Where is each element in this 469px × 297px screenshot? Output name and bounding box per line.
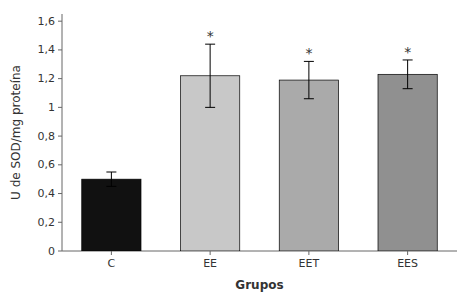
x-tick xyxy=(308,251,309,255)
y-tick xyxy=(58,222,62,223)
y-tick-label: 0,4 xyxy=(38,187,56,200)
y-tick xyxy=(58,193,62,194)
y-tick-label: 1,6 xyxy=(38,15,56,28)
x-tick-label: EE xyxy=(203,257,217,270)
y-tick xyxy=(58,78,62,79)
plot-area xyxy=(82,44,438,251)
bar xyxy=(378,74,437,251)
x-tick xyxy=(210,251,211,255)
y-tick-label: 1,2 xyxy=(38,72,56,85)
y-tick-label: 1 xyxy=(48,101,55,114)
y-tick-label: 0,8 xyxy=(38,130,56,143)
x-tick xyxy=(111,251,112,255)
y-tick xyxy=(58,164,62,165)
significance-marker: * xyxy=(404,44,411,60)
y-tick xyxy=(58,251,62,252)
y-tick xyxy=(58,49,62,50)
y-tick xyxy=(58,107,62,108)
bar xyxy=(82,179,141,251)
x-tick-label: C xyxy=(108,257,116,270)
bar xyxy=(279,80,338,251)
y-tick-label: 0 xyxy=(48,245,55,258)
y-axis: 0 0,2 0,4 0,6 0,8 1 1,2 1,4 1,6 xyxy=(38,14,63,258)
x-axis: C EE EET EES xyxy=(62,251,457,270)
significance-marker: * xyxy=(305,45,312,61)
y-tick xyxy=(58,21,62,22)
error-bar xyxy=(403,60,413,89)
x-tick-label: EES xyxy=(397,257,418,270)
x-axis-label: Grupos xyxy=(235,278,283,292)
x-tick-label: EET xyxy=(299,257,320,270)
x-tick xyxy=(407,251,408,255)
y-tick xyxy=(58,136,62,137)
annotations: * * * xyxy=(207,28,412,61)
chart: 0 0,2 0,4 0,6 0,8 1 1,2 1,4 1,6 U de SOD/mg prote… xyxy=(0,0,469,297)
y-tick-label: 0,6 xyxy=(38,158,56,171)
error-bar xyxy=(205,44,215,107)
error-bar xyxy=(106,172,116,186)
error-bar xyxy=(304,61,314,98)
y-tick-label: 1,4 xyxy=(38,43,56,56)
y-tick-label: 0,2 xyxy=(38,216,56,229)
significance-marker: * xyxy=(207,28,214,44)
y-axis-label: U de SOD/mg proteína xyxy=(9,65,23,200)
